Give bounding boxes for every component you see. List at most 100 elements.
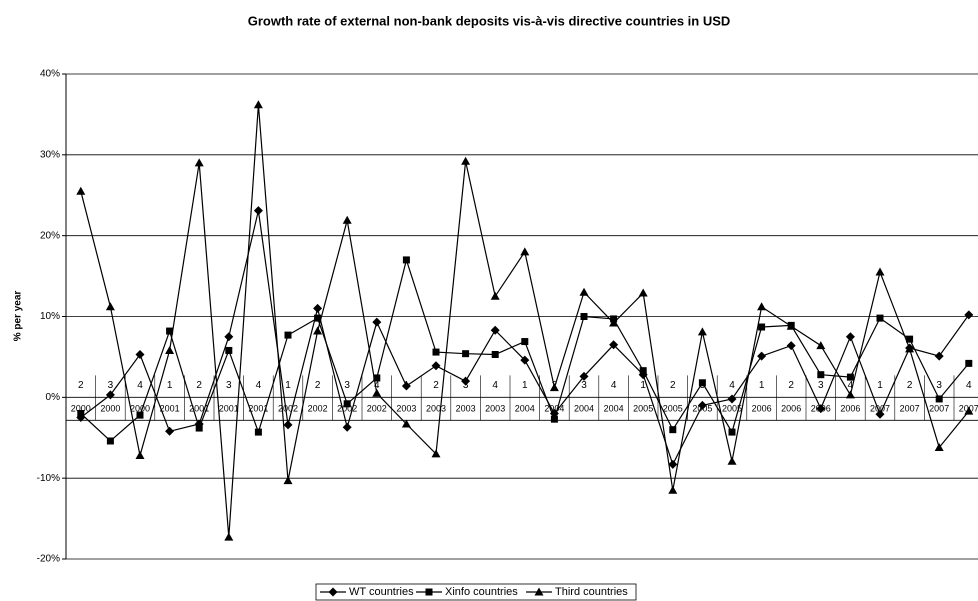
- marker: [816, 404, 826, 414]
- marker: [165, 426, 175, 436]
- x-tick-label: 2: [907, 380, 913, 391]
- marker: [342, 215, 352, 224]
- marker: [462, 350, 470, 358]
- marker: [328, 587, 338, 597]
- marker: [254, 428, 262, 436]
- x-tick-label: 4: [729, 380, 735, 391]
- x-group-label: 2001: [189, 404, 209, 414]
- x-tick-label: 2: [315, 380, 321, 391]
- marker: [106, 437, 114, 445]
- marker: [431, 449, 441, 458]
- legend: WT countries Xinfo countries Third countri…: [315, 583, 637, 601]
- x-tick-label: 3: [463, 380, 469, 391]
- marker: [313, 326, 323, 335]
- marker: [727, 394, 737, 404]
- legend-label: Xinfo countries: [445, 586, 518, 598]
- marker: [195, 424, 203, 432]
- marker: [283, 420, 293, 430]
- x-tick-label: 4: [256, 380, 262, 391]
- marker: [314, 314, 322, 322]
- x-group-label: 2001: [160, 404, 180, 414]
- marker: [401, 381, 411, 391]
- x-tick-label: 4: [374, 380, 380, 391]
- marker: [638, 288, 648, 297]
- marker: [165, 345, 175, 354]
- x-tick-label: 2: [78, 380, 84, 391]
- x-tick-label: 3: [818, 380, 824, 391]
- marker: [727, 456, 737, 465]
- marker: [875, 409, 885, 419]
- marker: [135, 451, 145, 460]
- x-group-label: 2006: [840, 404, 860, 414]
- x-tick-label: 2: [196, 380, 202, 391]
- x-tick-label: 3: [226, 380, 232, 391]
- marker: [668, 485, 678, 494]
- x-tick-label: 4: [611, 380, 617, 391]
- marker: [757, 351, 767, 361]
- x-group-label: 2003: [485, 404, 505, 414]
- x-tick-label: 4: [966, 380, 972, 391]
- marker: [964, 310, 974, 320]
- marker: [491, 350, 499, 358]
- x-tick-label: 3: [581, 380, 587, 391]
- marker: [668, 459, 678, 469]
- x-tick-label: 2: [788, 380, 794, 391]
- series-line: [80, 104, 970, 538]
- x-tick-label: 3: [108, 380, 114, 391]
- marker: [431, 361, 441, 371]
- x-group-label: 2006: [752, 404, 772, 414]
- marker: [728, 428, 736, 436]
- x-group-label: 2002: [278, 404, 298, 414]
- marker: [964, 406, 974, 415]
- marker: [906, 335, 914, 343]
- marker: [549, 383, 559, 392]
- y-axis-label: % per year: [13, 291, 24, 342]
- marker: [845, 332, 855, 342]
- x-group-label: 2004: [544, 404, 564, 414]
- chart-title: Growth rate of external non-bank deposit…: [248, 13, 731, 28]
- y-tick-label: -20%: [37, 554, 60, 565]
- marker: [639, 367, 647, 375]
- marker: [934, 442, 944, 451]
- legend-label: Third countries: [555, 586, 628, 598]
- x-group-label: 2002: [367, 404, 387, 414]
- x-tick-label: 1: [167, 380, 173, 391]
- x-group-label: 2004: [574, 404, 594, 414]
- x-group-label: 2007: [870, 404, 890, 414]
- marker: [580, 313, 588, 320]
- x-group-label: 2001: [248, 404, 268, 414]
- marker: [757, 302, 767, 311]
- marker: [965, 359, 973, 367]
- marker: [253, 100, 263, 109]
- x-tick-label: 4: [848, 380, 854, 391]
- x-group-label: 2004: [604, 404, 624, 414]
- marker: [105, 390, 115, 400]
- marker: [816, 341, 826, 350]
- marker: [432, 348, 440, 356]
- y-tick-label: 40%: [40, 69, 60, 80]
- marker: [77, 410, 85, 417]
- marker: [697, 400, 707, 410]
- marker: [313, 303, 323, 313]
- x-group-label: 2001: [219, 404, 239, 414]
- marker: [461, 376, 471, 386]
- marker: [225, 346, 233, 354]
- x-tick-label: 1: [522, 380, 528, 391]
- marker: [935, 395, 943, 403]
- marker: [876, 314, 884, 322]
- marker: [846, 373, 854, 381]
- marker: [461, 156, 471, 165]
- y-tick-label: 30%: [40, 149, 60, 160]
- marker: [698, 379, 706, 387]
- y-tick-label: 20%: [40, 230, 60, 241]
- marker: [135, 349, 145, 359]
- marker: [372, 388, 382, 397]
- legend-label: WT countries: [349, 586, 414, 598]
- x-tick-label: 4: [492, 380, 498, 391]
- marker: [402, 256, 410, 264]
- legend-box: [315, 583, 637, 601]
- marker: [194, 158, 204, 167]
- y-tick-label: -10%: [37, 473, 60, 484]
- marker: [579, 287, 589, 296]
